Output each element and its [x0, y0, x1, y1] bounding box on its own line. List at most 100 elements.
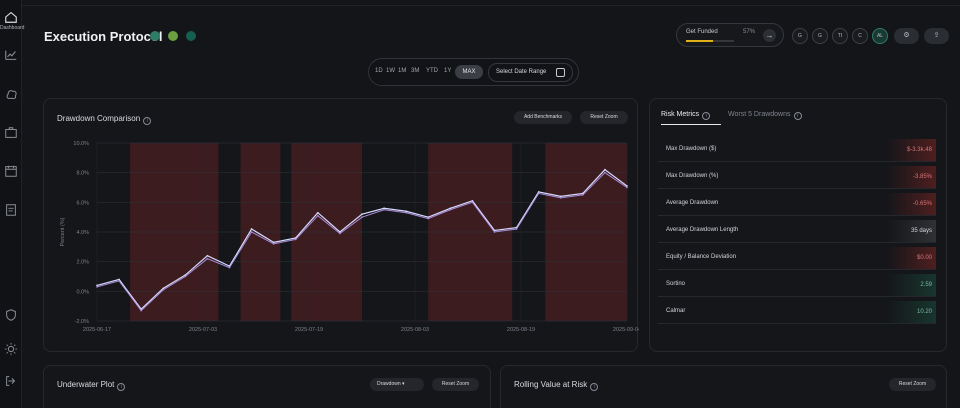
underwater-reset-zoom-button[interactable]: Reset Zoom [432, 378, 479, 391]
series-1-point-8 [272, 242, 275, 245]
series-0-point-20 [537, 191, 540, 193]
risk-metric-label: Sortino [666, 281, 686, 287]
reset-zoom-button[interactable]: Reset Zoom [580, 111, 628, 124]
series-0-point-5 [206, 254, 209, 257]
risk-metric-row: Calmar 10.20 [658, 300, 936, 324]
series-1-point-20 [537, 192, 540, 195]
series-1-point-11 [339, 232, 341, 235]
series-0-point-23 [604, 168, 606, 171]
top-divider [22, 0, 960, 6]
risk-metric-value: $0.00 [886, 247, 936, 269]
profile-circle-button[interactable]: G [792, 28, 808, 44]
document-icon[interactable] [4, 203, 18, 217]
funded-progress-fill [686, 40, 714, 42]
series-1-point-16 [449, 208, 452, 211]
drawdown-comparison-panel: Drawdown Comparison i Add Benchmarks Rese… [43, 98, 639, 353]
series-1-point-2 [140, 309, 143, 312]
series-1-point-23 [604, 171, 606, 174]
profile-circle-button[interactable]: AL [872, 28, 888, 44]
series-1-point-14 [405, 211, 408, 214]
profile-circle-button[interactable]: C [852, 28, 868, 44]
select-date-range-button[interactable]: Select Date Range [488, 63, 573, 82]
logout-icon[interactable] [4, 374, 18, 388]
series-1-point-9 [294, 238, 297, 241]
series-0-point-16 [449, 207, 452, 210]
risk-metric-label: Calmar [666, 308, 686, 314]
calendar-icon [556, 68, 565, 77]
range-tab-1y[interactable]: 1Y [444, 68, 452, 74]
series-1-point-15 [427, 217, 430, 220]
range-tab-3m[interactable]: 3M [411, 68, 420, 74]
range-tab-1m[interactable]: 1M [398, 68, 407, 74]
chart-icon[interactable] [4, 48, 18, 62]
rolling-var-panel: Rolling Value at Risk i Reset Zoom [500, 365, 947, 408]
settings-button[interactable]: ⚙ [894, 28, 919, 44]
risk-metrics-tab[interactable]: Risk Metrics i [661, 111, 711, 120]
series-1-point-5 [206, 257, 209, 260]
share-button[interactable]: ⇪ [924, 28, 949, 44]
risk-metric-label: Max Drawdown (%) [666, 173, 719, 179]
calendar-icon[interactable] [4, 164, 18, 178]
risk-metric-label: Average Drawdown [666, 200, 719, 206]
series-0-point-4 [184, 274, 187, 276]
sidebar: Dashboard [0, 0, 25, 408]
drawdown-dropdown[interactable]: Drawdown ▾ [370, 378, 424, 391]
series-1-point-13 [383, 208, 385, 211]
drawdown-comparison-title: Drawdown Comparison i [57, 114, 152, 125]
worst-drawdowns-tab[interactable]: Worst 5 Drawdowns i [728, 111, 802, 120]
risk-metric-label: Equity / Balance Deviation [666, 254, 737, 260]
series-0-point-13 [383, 207, 385, 210]
drawdown-chart[interactable]: -2.0% 0.0% 2.0% 4.0% 6.0% 8.0% 10.0% Percent (%… [44, 99, 639, 353]
risk-metric-value: 2.59 [886, 274, 936, 296]
risk-metric-row: Equity / Balance Deviation $0.00 [658, 246, 936, 270]
range-max-button[interactable]: MAX [455, 65, 483, 79]
profile-circle-button[interactable]: G [812, 28, 828, 44]
range-tab-1w[interactable]: 1W [386, 68, 395, 74]
series-1-point-6 [228, 266, 231, 269]
y-axis-label: Percent (%) [60, 217, 66, 246]
get-funded-card[interactable]: Get Funded 57% → [676, 23, 784, 47]
funded-percent: 57% [743, 29, 756, 35]
series-0-point-14 [405, 210, 408, 213]
risk-metric-row: Sortino 2.59 [658, 273, 936, 297]
sidebar-dashboard-label[interactable]: Dashboard [0, 25, 25, 31]
series-1-point-12 [361, 216, 363, 219]
info-icon: i [590, 383, 599, 391]
series-1-point-18 [493, 231, 496, 233]
status-icon[interactable] [168, 31, 178, 41]
add-benchmarks-button[interactable]: Add Benchmarks [514, 111, 572, 124]
range-tab-1d[interactable]: 1D [375, 68, 383, 74]
shield-icon[interactable] [4, 308, 18, 322]
settings-icon[interactable] [4, 342, 18, 356]
y-tick-label-0: -2.0% [75, 319, 89, 325]
series-1-point-10 [316, 214, 319, 217]
risk-metric-value: 35 days [886, 220, 936, 242]
series-0-point-15 [427, 216, 430, 219]
brain-icon[interactable] [4, 87, 18, 101]
risk-metric-row: Max Drawdown ($) $-3.3k.48 [658, 138, 936, 162]
dashboard-icon[interactable] [4, 10, 18, 24]
series-1-point-24 [626, 186, 628, 189]
profile-circle-button[interactable]: TI [832, 28, 848, 44]
select-date-range-label: Select Date Range [496, 69, 547, 75]
get-funded-label: Get Funded [686, 29, 718, 35]
risk-metric-label: Average Drawdown Length [666, 227, 739, 233]
series-0-point-11 [339, 231, 341, 233]
y-tick-label-1: 0.0% [76, 289, 89, 295]
risk-metric-label: Max Drawdown ($) [666, 146, 717, 152]
range-tab-ytd[interactable]: YTD [426, 68, 438, 74]
series-0-point-10 [316, 211, 319, 214]
copy-icon[interactable] [150, 31, 160, 41]
page-title: Execution Protocol [44, 29, 163, 44]
risk-metric-value: 10.20 [886, 301, 936, 323]
arrow-right-icon[interactable]: → [763, 29, 776, 42]
rolling-var-reset-zoom-button[interactable]: Reset Zoom [889, 378, 936, 391]
y-tick-label-4: 6.0% [76, 200, 89, 206]
funded-progress-track [686, 40, 734, 42]
series-1-point-19 [515, 228, 518, 230]
diamond-icon[interactable] [186, 31, 196, 41]
risk-metric-row: Average Drawdown -0.65% [658, 192, 936, 216]
briefcase-icon[interactable] [4, 126, 18, 140]
series-0-point-7 [250, 228, 253, 230]
